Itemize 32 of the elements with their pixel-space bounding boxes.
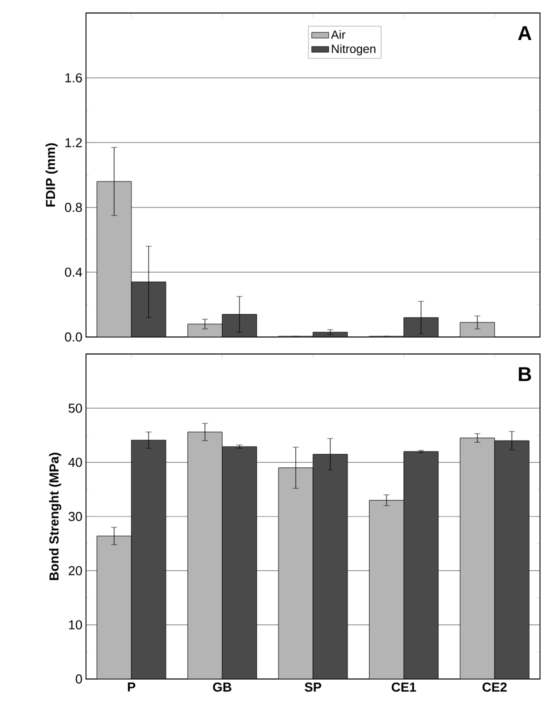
y-tick-label: 0.8 bbox=[64, 202, 82, 212]
y-axis-title: Bond Strenght (MPa) bbox=[49, 452, 62, 580]
y-tick-label: 50 bbox=[68, 404, 82, 413]
y-tick-label: 1.2 bbox=[65, 138, 82, 148]
bar bbox=[369, 500, 404, 679]
x-tick-label: CE2 bbox=[482, 682, 507, 692]
x-tick-label: SP bbox=[304, 682, 322, 692]
bar bbox=[222, 446, 257, 679]
annotation: B bbox=[518, 367, 532, 381]
y-tick-label: 0.4 bbox=[64, 268, 82, 277]
bar bbox=[404, 452, 438, 679]
x-tick-label: GB bbox=[213, 682, 232, 692]
annotation: A bbox=[518, 26, 532, 40]
y-axis-title: FDIP (mm) bbox=[46, 143, 58, 207]
y-tick-label: 1.6 bbox=[65, 73, 82, 82]
x-tick-label: P bbox=[128, 682, 136, 692]
legend-label: Nitrogen bbox=[332, 44, 376, 56]
bar bbox=[278, 468, 313, 679]
y-tick-label: 30 bbox=[68, 512, 82, 522]
y-tick-label: 0 bbox=[76, 674, 82, 684]
y-tick-label: 10 bbox=[69, 620, 82, 630]
bar bbox=[313, 454, 348, 679]
legend-label: Air bbox=[330, 30, 346, 39]
bar bbox=[460, 438, 495, 679]
bar bbox=[131, 440, 166, 679]
x-tick-label: CE1 bbox=[392, 682, 416, 692]
bar bbox=[96, 536, 132, 679]
bar bbox=[494, 440, 530, 679]
y-tick-label: 40 bbox=[68, 458, 82, 467]
y-tick-label: 20 bbox=[68, 566, 82, 576]
bar bbox=[188, 432, 222, 679]
y-tick-label: 0.0 bbox=[64, 332, 82, 342]
